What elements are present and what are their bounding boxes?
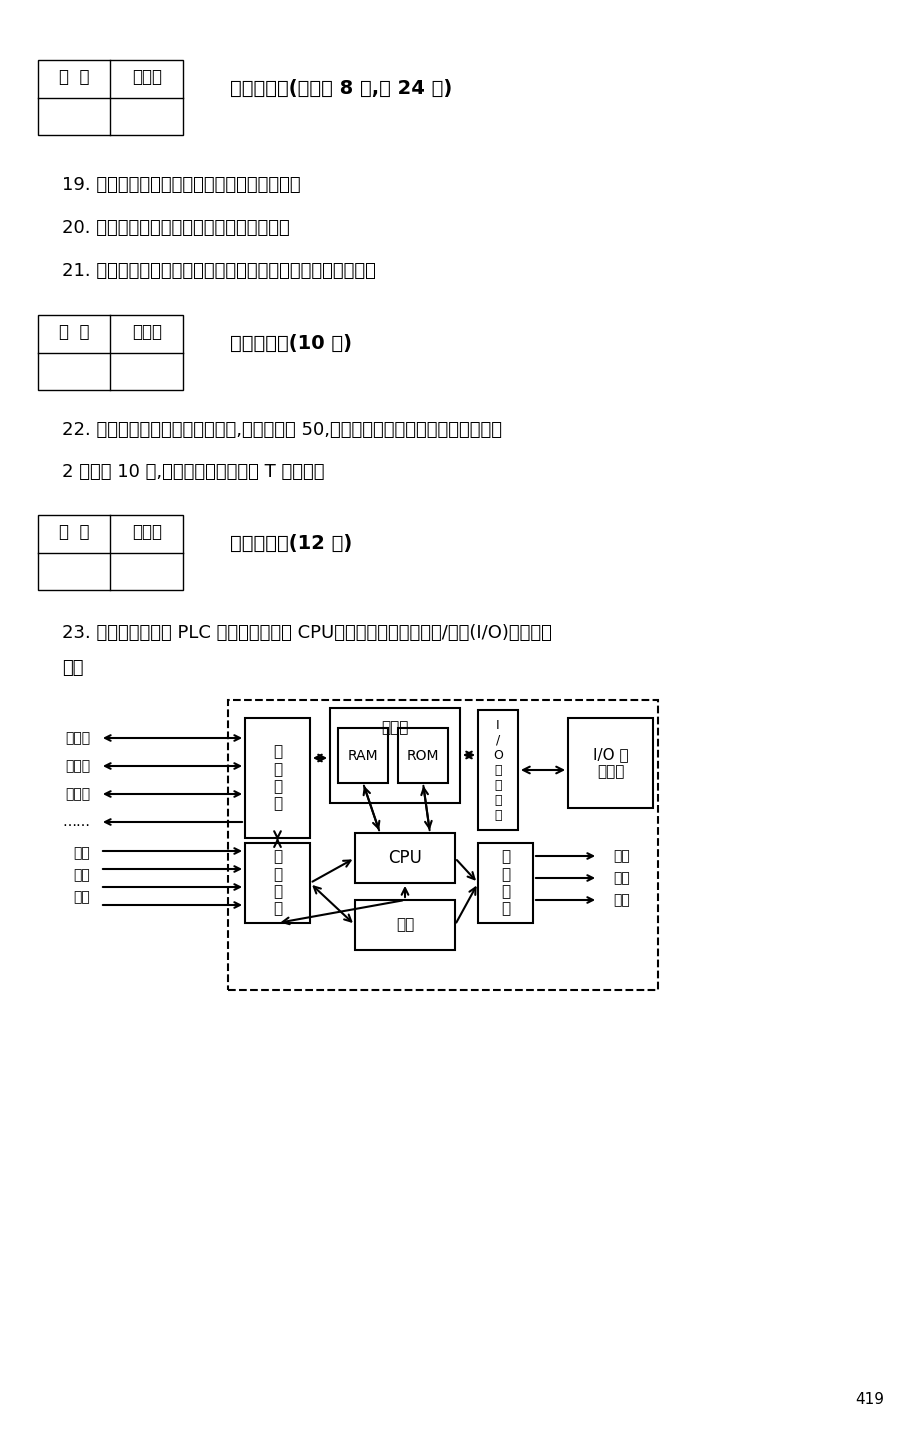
Text: 评卷人: 评卷人 (131, 67, 162, 86)
Bar (330, 708, 460, 802)
Text: 外
设
接
口: 外 设 接 口 (273, 744, 282, 811)
Bar (38, 315, 183, 390)
Text: 驱动: 驱动 (612, 848, 630, 863)
Bar (337, 728, 388, 782)
Text: ROM: ROM (406, 748, 438, 762)
Bar (355, 833, 455, 883)
Text: 存储器: 存储器 (380, 721, 408, 735)
Bar (567, 718, 652, 808)
Text: 评卷人: 评卷人 (131, 523, 162, 540)
Text: 19. 完善的机电一体化系统主要包括哪几部分？: 19. 完善的机电一体化系统主要包括哪几部分？ (62, 176, 301, 193)
Text: 能。: 能。 (62, 659, 84, 676)
Text: CPU: CPU (388, 848, 422, 867)
Text: I/O 扩
展单元: I/O 扩 展单元 (592, 747, 628, 780)
Text: 21. 计算机控制系统由哪几部分组成？每一部分的作用是什么？: 21. 计算机控制系统由哪几部分组成？每一部分的作用是什么？ (62, 262, 376, 279)
Bar (244, 843, 310, 923)
Bar (228, 699, 657, 990)
Text: 四、计算题(10 分): 四、计算题(10 分) (230, 334, 352, 353)
Text: ……: …… (62, 815, 90, 830)
Bar (478, 709, 517, 830)
Bar (398, 728, 448, 782)
Text: 得  分: 得 分 (59, 67, 89, 86)
Text: RAM: RAM (347, 748, 378, 762)
Text: 编程器: 编程器 (65, 731, 90, 745)
Bar (478, 843, 532, 923)
Text: 三、简答题(每小题 8 分,共 24 分): 三、简答题(每小题 8 分,共 24 分) (230, 79, 452, 97)
Bar (38, 514, 183, 590)
Text: 输
出
单
元: 输 出 单 元 (500, 850, 509, 917)
Text: 2 秒钟转 10 圈,则每一步需要的时间 T 为多少？: 2 秒钟转 10 圈,则每一步需要的时间 T 为多少？ (62, 463, 324, 481)
Text: 得  分: 得 分 (59, 523, 89, 540)
Text: 现场: 现场 (74, 868, 90, 881)
Bar (244, 718, 310, 838)
Text: 电源: 电源 (395, 917, 414, 933)
Text: 输
入
单
元: 输 入 单 元 (273, 850, 282, 917)
Text: 计算机: 计算机 (65, 759, 90, 772)
Text: 设备: 设备 (612, 893, 630, 907)
Text: 打印机: 打印机 (65, 787, 90, 801)
Text: 20. 齿轮传动的齿侧间隙的调整方法有哪些？: 20. 齿轮传动的齿侧间隙的调整方法有哪些？ (62, 219, 289, 236)
Bar (355, 900, 455, 950)
Bar (38, 60, 183, 135)
Text: 得  分: 得 分 (59, 322, 89, 341)
Text: 五、综合题(12 分): 五、综合题(12 分) (230, 533, 352, 553)
Text: 接收: 接收 (74, 845, 90, 860)
Text: 被控: 被控 (612, 871, 630, 886)
Text: I
/
O
扩
展
接
口: I / O 扩 展 接 口 (493, 718, 503, 821)
Text: 信号: 信号 (74, 890, 90, 904)
Text: 22. 一个四相八拍运行的步进电机,转子齿数为 50,则其步距角为多少？如要求步进电机: 22. 一个四相八拍运行的步进电机,转子齿数为 50,则其步距角为多少？如要求步… (62, 421, 502, 438)
Text: 419: 419 (855, 1393, 883, 1407)
Text: 23. 分析图中整体式 PLC 的各组成部分中 CPU、存储器、电源、输入/输出(I/O)单元的功: 23. 分析图中整体式 PLC 的各组成部分中 CPU、存储器、电源、输入/输出… (62, 623, 551, 642)
Text: 评卷人: 评卷人 (131, 322, 162, 341)
